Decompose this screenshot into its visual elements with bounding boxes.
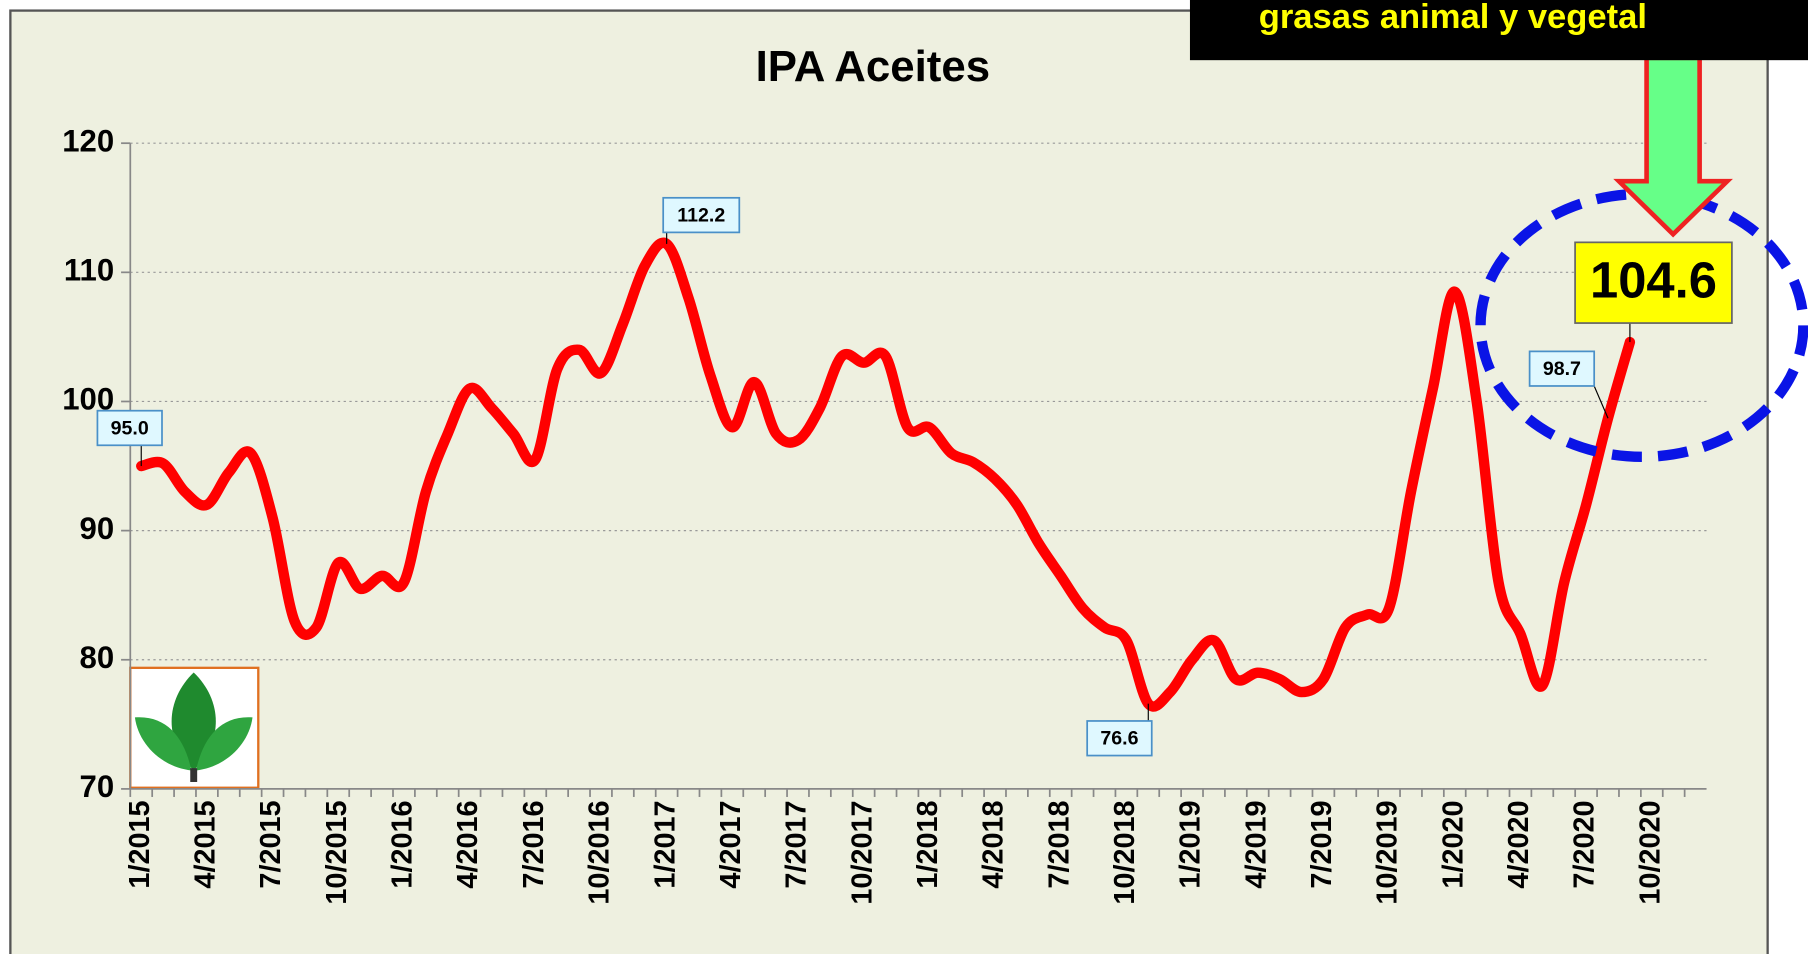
chart-title: IPA Aceites — [756, 42, 991, 91]
x-tick-label: 7/2019 — [1306, 800, 1338, 888]
data-label: 95.0 — [111, 417, 149, 439]
x-tick-label: 1/2017 — [649, 800, 681, 888]
data-label-box — [662, 196, 741, 234]
banner: grasas animal y vegetal — [1189, 0, 1808, 61]
x-tick-label: 10/2015 — [321, 800, 353, 904]
x-tick-label: 4/2018 — [978, 800, 1010, 888]
x-tick-label: 1/2018 — [912, 800, 944, 888]
arrow — [1613, 55, 1733, 238]
data-line — [136, 237, 1636, 712]
plot-background — [9, 9, 1769, 959]
data-label-box — [1086, 720, 1153, 757]
x-tick-label: 4/2015 — [190, 800, 222, 888]
x-tick-label: 4/2020 — [1503, 800, 1535, 888]
data-label-box — [1574, 241, 1733, 324]
x-tick-label: 10/2017 — [846, 800, 878, 904]
x-tick-label: 1/2016 — [387, 800, 419, 888]
x-tick-label: 4/2016 — [452, 800, 484, 888]
y-tick-label: 90 — [80, 511, 115, 546]
data-label-box — [96, 409, 163, 447]
label-leader — [1593, 385, 1609, 419]
x-tick-label: 1/2019 — [1175, 800, 1207, 888]
x-tick-label: 10/2016 — [584, 800, 616, 904]
x-tick-label: 1/2020 — [1437, 800, 1469, 888]
y-tick-label: 110 — [64, 253, 114, 288]
x-tick-label: 7/2018 — [1043, 800, 1075, 888]
x-tick-label: 1/2015 — [124, 800, 156, 888]
highlight-ellipse — [1475, 188, 1808, 462]
x-tick-label: 4/2017 — [715, 800, 747, 888]
logo — [129, 666, 260, 789]
x-tick-label: 7/2020 — [1569, 800, 1601, 888]
y-tick-label: 120 — [62, 123, 114, 158]
x-tick-label: 10/2018 — [1109, 800, 1141, 904]
y-tick-label: 80 — [80, 640, 115, 675]
data-label: 98.7 — [1543, 358, 1581, 380]
x-tick-label: 7/2015 — [255, 800, 287, 888]
y-tick-label: 70 — [80, 769, 115, 804]
banner-text: grasas animal y vegetal — [1259, 0, 1647, 36]
x-tick-label: 4/2019 — [1240, 800, 1272, 888]
x-tick-label: 10/2019 — [1372, 800, 1404, 904]
data-label: 112.2 — [677, 204, 725, 226]
data-label: 104.6 — [1590, 251, 1717, 308]
x-tick-label: 7/2016 — [518, 800, 550, 888]
x-tick-label: 7/2017 — [781, 800, 813, 888]
data-label-box — [1528, 350, 1596, 387]
data-label: 76.6 — [1100, 728, 1138, 750]
x-tick-label: 10/2020 — [1634, 800, 1666, 904]
